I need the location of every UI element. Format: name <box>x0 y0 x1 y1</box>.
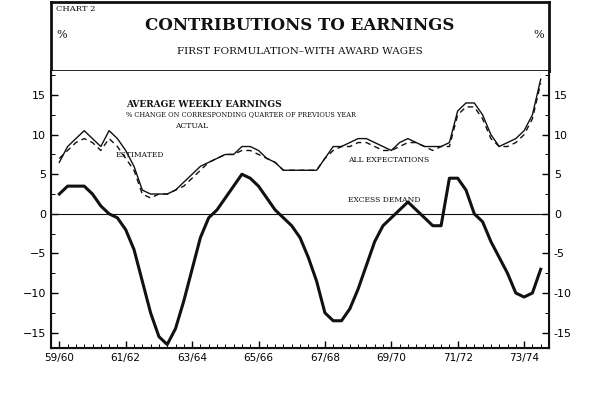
Text: ESTIMATED: ESTIMATED <box>116 151 164 159</box>
Text: CHART 2: CHART 2 <box>56 6 95 13</box>
Text: EXCESS DEMAND: EXCESS DEMAND <box>348 196 421 204</box>
Text: % CHANGE ON CORRESPONDING QUARTER OF PREVIOUS YEAR: % CHANGE ON CORRESPONDING QUARTER OF PRE… <box>126 110 356 118</box>
Text: %: % <box>56 30 67 40</box>
Text: CONTRIBUTIONS TO EARNINGS: CONTRIBUTIONS TO EARNINGS <box>145 17 455 34</box>
Text: ALL EXPECTATIONS: ALL EXPECTATIONS <box>348 156 430 164</box>
Text: FIRST FORMULATION–WITH AWARD WAGES: FIRST FORMULATION–WITH AWARD WAGES <box>177 47 423 56</box>
Text: ACTUAL: ACTUAL <box>176 122 209 130</box>
Text: AVERAGE WEEKLY EARNINGS: AVERAGE WEEKLY EARNINGS <box>126 100 281 109</box>
Text: %: % <box>533 30 544 40</box>
